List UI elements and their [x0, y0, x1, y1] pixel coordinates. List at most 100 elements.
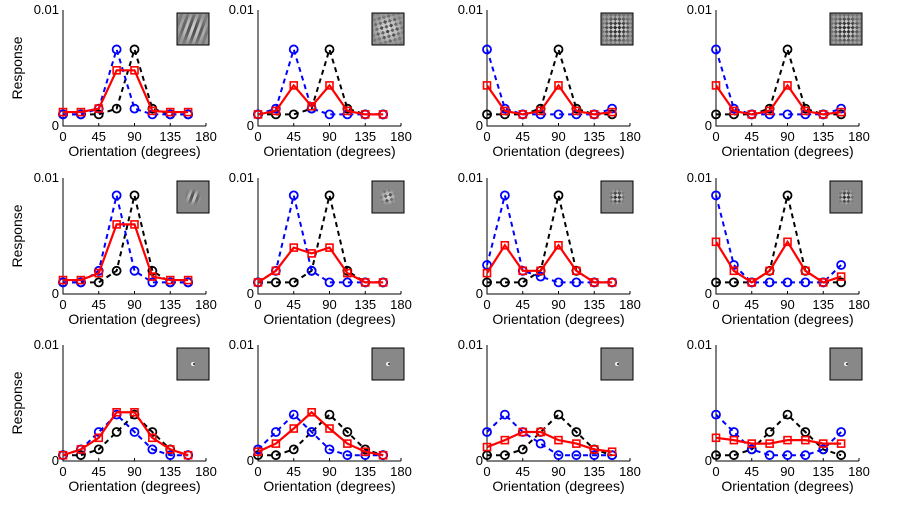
x-tick-label: 0: [254, 464, 261, 479]
x-tick-label: 135: [583, 129, 605, 144]
y-tick-label: 0.01: [34, 170, 59, 185]
x-axis-label: Orientation (degrees): [721, 478, 853, 494]
x-tick-label: 135: [354, 129, 376, 144]
y-tick-label: 0: [705, 286, 712, 301]
chart-panel: 0 45 90 135 180 0 0.01 Orientation (degrees): [458, 2, 641, 159]
x-tick-label: 90: [780, 297, 794, 312]
stimulus-thumbnail: [177, 181, 209, 213]
stimulus-thumbnail: [372, 348, 404, 380]
x-tick-label: 0: [59, 297, 66, 312]
y-tick-label: 0: [476, 118, 483, 133]
x-tick-label: 45: [287, 129, 301, 144]
x-axis-label: Orientation (degrees): [492, 311, 624, 327]
x-tick-label: 45: [287, 464, 301, 479]
data-point-blue: [272, 428, 280, 436]
chart-panel: 0 45 90 135 180 0 0.01 Orientation (degrees): [687, 170, 870, 327]
x-tick-label: 45: [516, 464, 530, 479]
x-axis-label: Orientation (degrees): [721, 311, 853, 327]
series-line-red: [716, 242, 841, 283]
series-line-black: [63, 195, 188, 282]
y-tick-label: 0.01: [229, 2, 254, 17]
chart-panel: 0 45 90 135 180 0 0.01 Orientation (degrees): [229, 2, 412, 159]
series-line-black: [63, 49, 188, 114]
x-tick-label: 135: [159, 297, 181, 312]
chart-panel: 0 45 90 135 180 0 0.01 Orientation (degrees) Res…: [9, 337, 217, 494]
x-tick-label: 0: [712, 297, 719, 312]
x-tick-label: 0: [254, 129, 261, 144]
x-tick-label: 45: [92, 464, 106, 479]
y-tick-label: 0: [52, 286, 59, 301]
x-axis-label: Orientation (degrees): [263, 143, 395, 159]
x-tick-label: 0: [483, 297, 490, 312]
chart-panel: 0 45 90 135 180 0 0.01 Orientation (degrees): [229, 170, 412, 327]
y-tick-label: 0.01: [458, 2, 483, 17]
x-tick-label: 135: [583, 464, 605, 479]
chart-panel: 0 45 90 135 180 0 0.01 Orientation (degrees): [458, 337, 641, 494]
x-tick-label: 90: [551, 297, 565, 312]
series-line-black: [716, 415, 841, 456]
x-axis-label: Orientation (degrees): [492, 478, 624, 494]
x-tick-label: 90: [551, 464, 565, 479]
data-point-black: [555, 411, 563, 419]
x-tick-label: 45: [745, 297, 759, 312]
x-tick-label: 45: [92, 297, 106, 312]
x-tick-label: 45: [92, 129, 106, 144]
x-tick-label: 90: [322, 129, 336, 144]
data-point-blue: [501, 411, 509, 419]
y-tick-label: 0.01: [34, 337, 59, 352]
x-tick-label: 90: [127, 297, 141, 312]
stimulus-thumbnail: [372, 181, 404, 213]
y-tick-label: 0.01: [229, 170, 254, 185]
data-point-black: [784, 411, 792, 419]
data-point-black: [766, 428, 774, 436]
x-tick-label: 90: [322, 464, 336, 479]
data-point-black: [290, 278, 298, 286]
x-tick-label: 180: [195, 464, 217, 479]
x-tick-label: 0: [483, 464, 490, 479]
stimulus-thumbnail: [830, 181, 862, 213]
x-tick-label: 180: [619, 297, 641, 312]
x-tick-label: 90: [780, 129, 794, 144]
y-tick-label: 0: [476, 286, 483, 301]
stimulus-thumbnail: [830, 13, 862, 45]
x-tick-label: 90: [551, 129, 565, 144]
y-axis-label: Response: [9, 204, 25, 267]
chart-panel: 0 45 90 135 180 0 0.01 Orientation (degrees) Res…: [9, 170, 217, 327]
x-axis-label: Orientation (degrees): [68, 311, 200, 327]
data-point-black: [113, 428, 121, 436]
x-tick-label: 180: [390, 129, 412, 144]
data-point-black: [519, 278, 527, 286]
y-axis-label: Response: [9, 36, 25, 99]
y-tick-label: 0: [705, 118, 712, 133]
stimulus-thumbnail: [601, 13, 633, 45]
x-axis-label: Orientation (degrees): [263, 478, 395, 494]
x-axis-label: Orientation (degrees): [68, 143, 200, 159]
stimulus-thumbnail: [601, 181, 633, 213]
x-tick-label: 180: [619, 129, 641, 144]
x-tick-label: 0: [254, 297, 261, 312]
x-axis-label: Orientation (degrees): [68, 478, 200, 494]
series-line-red: [63, 412, 188, 455]
x-tick-label: 180: [390, 464, 412, 479]
data-point-blue: [537, 440, 545, 448]
x-tick-label: 135: [354, 464, 376, 479]
x-tick-label: 45: [516, 129, 530, 144]
data-point-blue: [730, 428, 738, 436]
y-tick-label: 0: [247, 286, 254, 301]
y-tick-label: 0.01: [687, 337, 712, 352]
x-tick-label: 135: [583, 297, 605, 312]
chart-panel: 0 45 90 135 180 0 0.01 Orientation (degrees): [229, 337, 412, 494]
y-tick-label: 0: [476, 453, 483, 468]
x-tick-label: 90: [780, 464, 794, 479]
y-axis-label: Response: [9, 371, 25, 434]
x-tick-label: 180: [848, 464, 870, 479]
x-tick-label: 0: [59, 129, 66, 144]
x-tick-label: 135: [354, 297, 376, 312]
stimulus-thumbnail: [830, 348, 862, 380]
stimulus-thumbnail: [372, 13, 404, 45]
x-tick-label: 135: [812, 464, 834, 479]
chart-panel: 0 45 90 135 180 0 0.01 Orientation (degrees) Res…: [9, 2, 217, 159]
x-tick-label: 45: [745, 464, 759, 479]
y-tick-label: 0.01: [34, 2, 59, 17]
